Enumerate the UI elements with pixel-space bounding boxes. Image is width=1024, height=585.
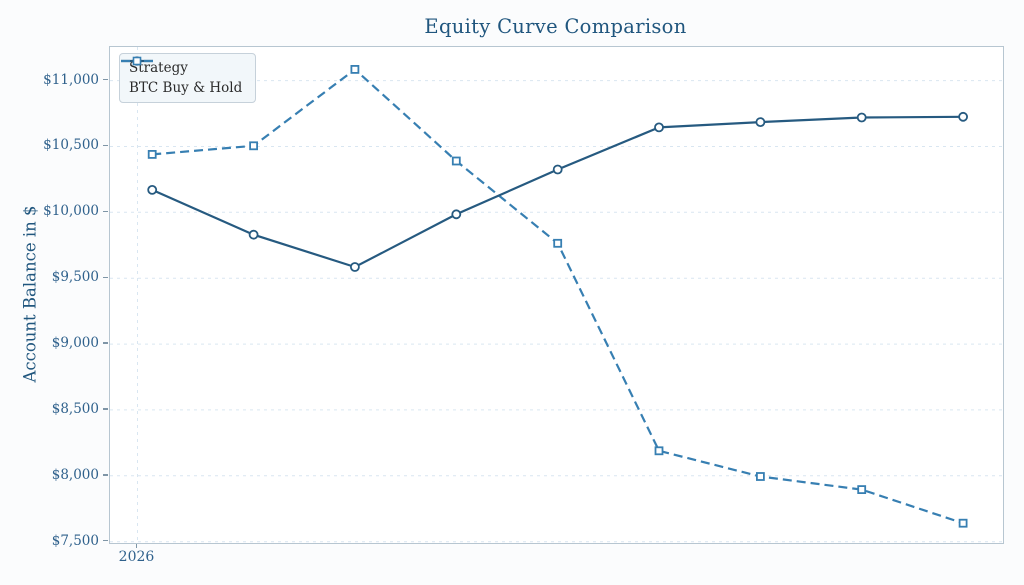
btc-line-sample-icon — [121, 56, 153, 66]
data-point-marker — [552, 164, 563, 175]
chart-svg — [110, 47, 1003, 543]
y-tick-mark — [103, 408, 108, 410]
y-tick-mark — [103, 342, 108, 344]
data-point-marker — [857, 485, 867, 495]
data-point-marker — [249, 141, 259, 151]
y-tick-mark — [103, 539, 108, 542]
data-point-marker — [350, 64, 360, 74]
data-point-marker — [756, 472, 765, 481]
y-tick-mark — [103, 210, 108, 213]
y-tick-label: $9,000 — [51, 335, 99, 352]
data-point-marker — [755, 117, 766, 127]
data-point-marker — [349, 262, 360, 272]
y-tick-mark — [103, 78, 108, 81]
data-point-marker — [856, 112, 867, 123]
y-tick-label: $8,000 — [51, 466, 99, 483]
y-tick-label: $10,000 — [43, 203, 99, 220]
plot-area: Strategy BTC Buy & Hold — [109, 46, 1004, 544]
x-tick-label: 2026 — [118, 549, 155, 565]
chart-title: Equity Curve Comparison — [424, 15, 687, 38]
y-tick-label: $11,000 — [43, 71, 99, 88]
legend-label-btc-buy-hold: BTC Buy & Hold — [129, 80, 243, 96]
data-point-marker — [654, 446, 664, 456]
y-tick-mark — [103, 474, 108, 476]
data-point-marker — [654, 122, 664, 133]
data-point-marker — [553, 238, 563, 248]
y-tick-label: $8,500 — [51, 400, 99, 417]
data-point-marker — [451, 156, 461, 166]
x-tick-mark — [135, 543, 138, 548]
series-line-1 — [152, 67, 964, 525]
y-tick-mark — [103, 144, 108, 147]
data-point-marker — [248, 229, 259, 240]
data-point-marker — [958, 518, 968, 528]
y-tick-mark — [103, 276, 108, 278]
legend-label-strategy: Strategy — [129, 60, 188, 76]
data-point-marker — [147, 150, 157, 159]
data-point-marker — [147, 184, 158, 195]
legend-item-btc-buy-hold: BTC Buy & Hold — [121, 56, 243, 96]
y-tick-label: $7,500 — [51, 532, 99, 549]
y-tick-label: $10,500 — [43, 137, 99, 154]
legend: Strategy BTC Buy & Hold — [119, 53, 257, 103]
y-tick-label: $9,500 — [51, 269, 99, 286]
data-point-marker — [958, 111, 968, 122]
y-axis-label: Account Balance in $ — [20, 205, 40, 383]
data-point-marker — [451, 209, 462, 220]
